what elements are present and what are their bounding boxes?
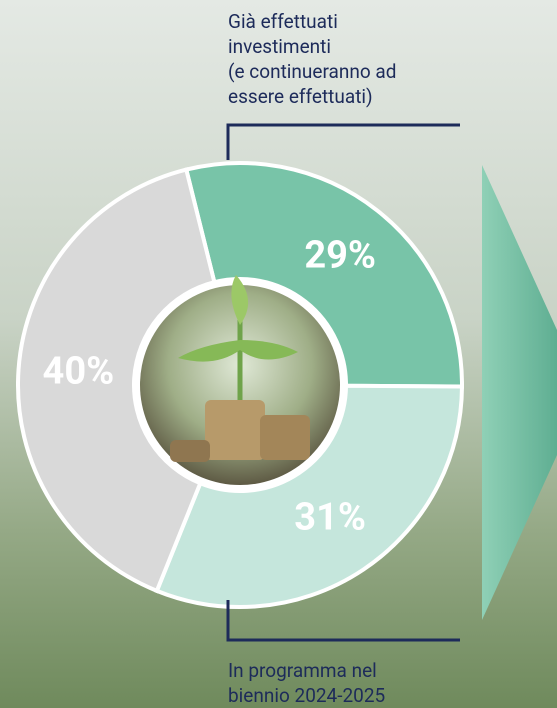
annotation: (e continueranno ad	[228, 60, 396, 83]
annotation: essere effettuati)	[228, 85, 373, 108]
bracket	[226, 600, 460, 642]
annotation: Già effettuati	[228, 10, 338, 33]
annotation: investimenti	[228, 35, 331, 58]
bracket	[226, 123, 460, 160]
annotation: In programma nel	[228, 659, 377, 682]
value-label: 40%	[43, 350, 115, 394]
value-label: 29%	[304, 234, 376, 278]
value-label: 31%	[294, 496, 366, 540]
center-image	[134, 275, 346, 491]
annotation: biennio 2024-2025	[228, 684, 385, 707]
arrow	[482, 165, 557, 620]
